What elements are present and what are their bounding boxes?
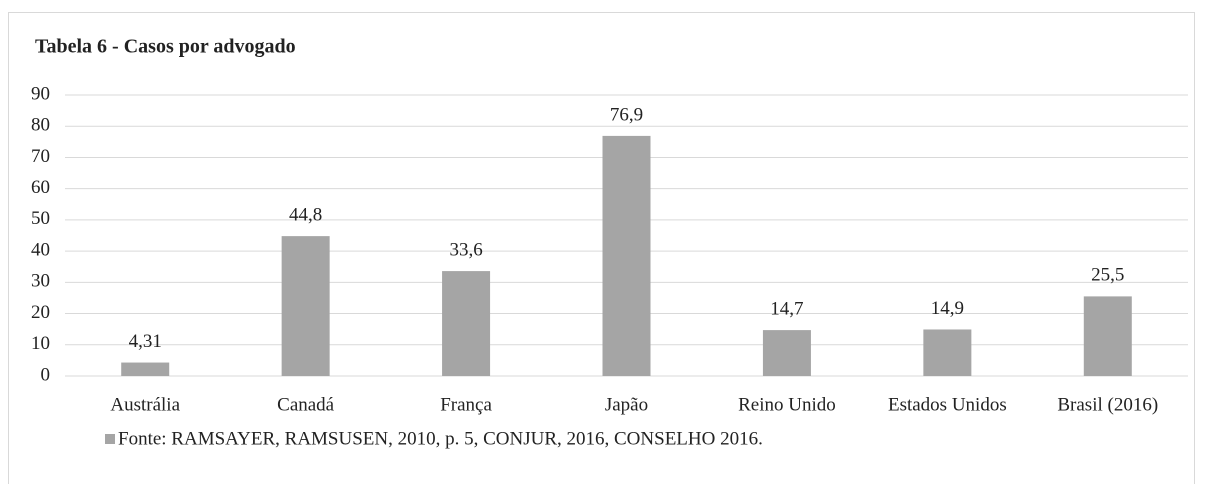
x-tick-label: Brasil (2016) bbox=[1057, 394, 1158, 415]
data-label: 25,5 bbox=[1091, 265, 1124, 286]
data-label: 76,9 bbox=[610, 104, 643, 125]
y-tick-label: 40 bbox=[31, 239, 50, 260]
bar bbox=[602, 135, 651, 376]
x-tick-label: França bbox=[440, 394, 492, 415]
bar bbox=[442, 271, 491, 376]
x-tick-label: Japão bbox=[605, 394, 648, 415]
bar bbox=[762, 330, 811, 376]
legend-label: Fonte: RAMSAYER, RAMSUSEN, 2010, p. 5, C… bbox=[118, 428, 763, 449]
y-tick-label: 0 bbox=[41, 364, 51, 385]
data-label: 33,6 bbox=[449, 239, 482, 260]
x-tick-label: Estados Unidos bbox=[888, 394, 1007, 415]
y-tick-label: 80 bbox=[31, 115, 50, 136]
data-label: 14,7 bbox=[770, 298, 803, 319]
y-tick-label: 70 bbox=[31, 146, 50, 167]
x-tick-label: Reino Unido bbox=[738, 394, 836, 415]
bar bbox=[923, 329, 972, 376]
y-tick-label: 10 bbox=[31, 333, 50, 354]
y-tick-label: 90 bbox=[31, 83, 50, 104]
bar bbox=[121, 362, 170, 376]
x-tick-label: Austrália bbox=[110, 394, 180, 415]
chart-frame bbox=[8, 12, 1195, 484]
data-label: 44,8 bbox=[289, 204, 322, 225]
y-tick-label: 60 bbox=[31, 177, 50, 198]
chart-title: Tabela 6 - Casos por advogado bbox=[35, 36, 296, 58]
legend-swatch bbox=[105, 434, 115, 444]
x-tick-label: Canadá bbox=[277, 394, 335, 415]
y-tick-label: 50 bbox=[31, 208, 50, 229]
data-label: 4,31 bbox=[129, 331, 162, 352]
y-tick-label: 30 bbox=[31, 271, 50, 292]
bar bbox=[281, 236, 330, 376]
data-label: 14,9 bbox=[931, 298, 964, 319]
bar bbox=[1083, 296, 1132, 376]
y-tick-label: 20 bbox=[31, 302, 50, 323]
